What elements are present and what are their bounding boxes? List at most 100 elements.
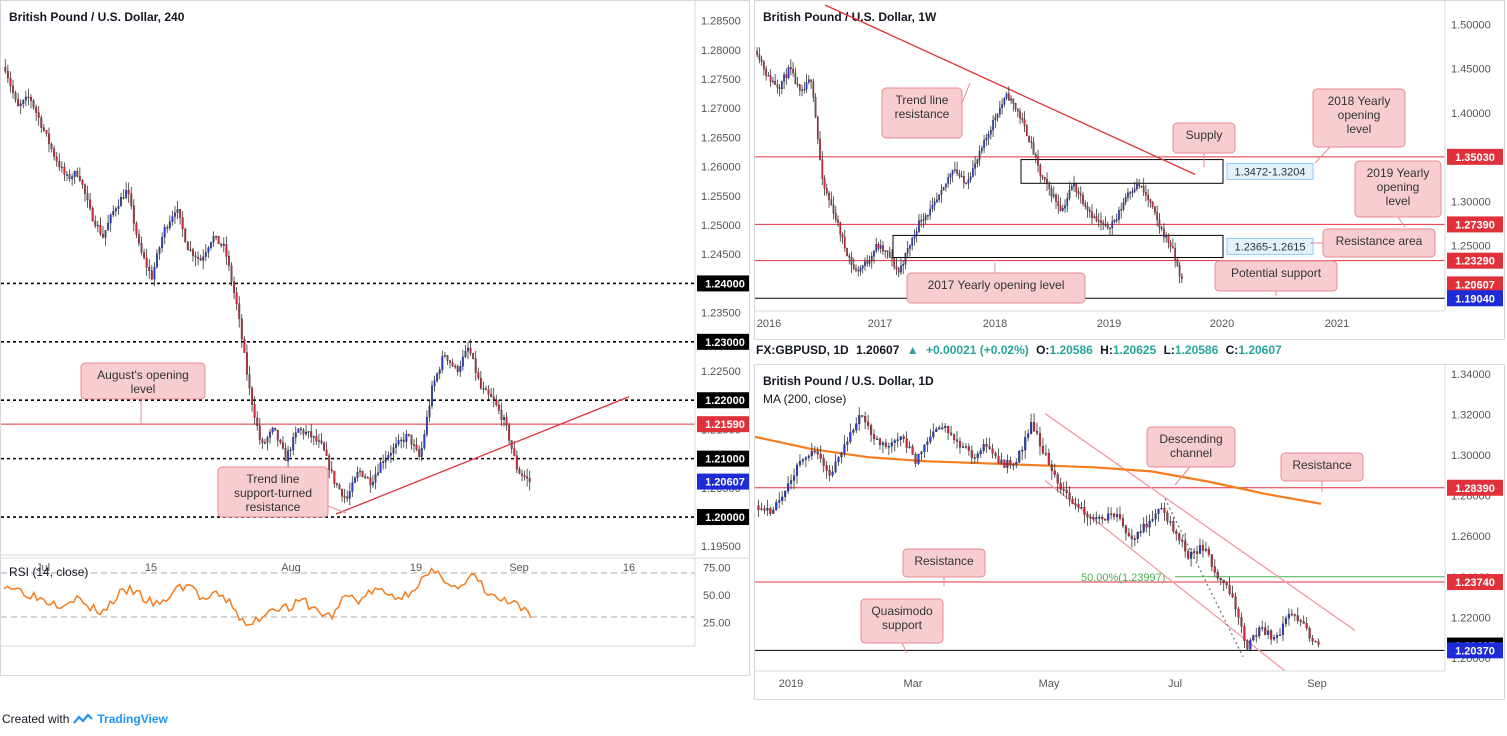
rsi-label: RSI (14, close) (9, 565, 88, 579)
daily-candle (1163, 507, 1166, 513)
h4-candle (323, 442, 326, 451)
daily-candle (952, 434, 956, 440)
h4-candle (225, 243, 228, 257)
daily-candle (1157, 509, 1160, 514)
weekly-candle (1084, 203, 1087, 207)
h4-candle (6, 71, 9, 79)
weekly-candle (895, 266, 898, 269)
h4-candle (171, 216, 174, 222)
daily-candle (813, 450, 816, 453)
h4-candle (181, 217, 184, 230)
daily-candle (781, 496, 784, 501)
weekly-candle (1055, 194, 1057, 202)
daily-candle (961, 446, 965, 448)
y-tick-label: 1.26000 (701, 162, 741, 174)
h4-candle (359, 470, 361, 473)
weekly-candle (1023, 119, 1026, 126)
weekly-chart-panel[interactable]: British Pound / U.S. Dollar, 1W 1.3472-1.… (754, 0, 1505, 340)
h4-candle (117, 205, 120, 209)
callout-descending-channel-pointer (1174, 466, 1191, 486)
daily-candle (1204, 548, 1207, 551)
weekly-candle (1169, 242, 1172, 247)
weekly-candle (843, 237, 846, 249)
callout-2019-open: level (1386, 194, 1411, 208)
weekly-candle (816, 117, 819, 140)
weekly-candle (839, 222, 842, 235)
h4-candle (526, 476, 529, 479)
h4-candle (199, 258, 202, 261)
h4-candle (305, 432, 308, 435)
h4-candle (186, 241, 189, 251)
daily-candle (899, 436, 902, 440)
price-tag-bg (1447, 642, 1503, 659)
weekly-chart[interactable]: British Pound / U.S. Dollar, 1W1.3472-1.… (755, 1, 1505, 340)
h4-candle (438, 369, 441, 374)
h4-chart-panel[interactable]: British Pound / U.S. Dollar, 240 1.28500 1… (0, 0, 750, 676)
h4-candle (120, 197, 122, 207)
price-tag: 1.23000 (705, 337, 745, 349)
daily-chart-panel[interactable]: British Pound / U.S. Dollar, 1D MA (200, … (754, 364, 1505, 700)
weekly-candle (1030, 141, 1033, 143)
callout-2018-open: level (1347, 122, 1372, 136)
h4-candle (382, 461, 385, 463)
weekly-candle (1181, 276, 1183, 279)
h4-candle (81, 180, 84, 185)
h4-candle (174, 212, 176, 217)
daily-candle (1098, 516, 1101, 519)
daily-candle (819, 453, 822, 459)
weekly-candle (789, 67, 792, 70)
weekly-candle (792, 68, 794, 74)
zone-label-bg (1226, 237, 1314, 255)
daily-candle (1169, 521, 1172, 523)
h4-chart[interactable]: British Pound / U.S. Dollar, 240 1.28500 1… (1, 1, 750, 676)
h4-candle (485, 388, 487, 391)
weekly-candle (1174, 247, 1176, 260)
daily-candle (1261, 627, 1264, 629)
daily-candle (772, 509, 775, 514)
h4-candle (461, 356, 464, 367)
daily-candle (1035, 431, 1039, 434)
weekly-candle (947, 177, 949, 184)
daily-chart[interactable]: British Pound / U.S. Dollar, 1D MA (200, … (755, 365, 1505, 700)
tradingview-brand[interactable]: TradingView (97, 712, 168, 726)
price-tag: 1.23290 (1455, 256, 1495, 268)
h4-candle (477, 372, 480, 379)
h4-candle (443, 355, 446, 357)
weekly-candle (965, 182, 967, 185)
weekly-candle (1104, 224, 1107, 226)
h4-candle (138, 234, 140, 244)
daily-candle (950, 432, 953, 435)
callout-quasimodo: support (882, 618, 923, 632)
daily-candle (1267, 630, 1270, 635)
h4-candle (112, 211, 115, 216)
h4-candle (495, 399, 498, 406)
h4-candle (397, 440, 400, 445)
h4-candle (328, 455, 331, 470)
h4-candle (451, 362, 454, 367)
weekly-candle (904, 253, 907, 265)
weekly-candle (798, 84, 801, 91)
weekly-candle (758, 54, 761, 60)
daily-candle (778, 500, 781, 503)
daily-candle (1056, 474, 1059, 484)
daily-candle (787, 483, 790, 492)
daily-candle (1181, 539, 1184, 542)
h4-candle (472, 353, 475, 359)
x-tick-label: 2019 (779, 678, 803, 690)
weekly-candle (906, 248, 909, 254)
daily-candle (775, 502, 778, 511)
daily-candle (926, 441, 929, 445)
h4-candle (114, 208, 117, 212)
h4-candle (433, 380, 436, 387)
h4-candle (91, 208, 94, 222)
weekly-candle (1154, 206, 1156, 213)
callout-trendline: Trend line (247, 472, 300, 486)
weekly-candle (864, 261, 866, 266)
h4-candle (479, 377, 482, 389)
weekly-candle (1001, 104, 1003, 109)
weekly-candle (1066, 197, 1069, 206)
daily-candle (985, 444, 988, 447)
callout-2019-open-box (1354, 160, 1442, 218)
h4-candle (238, 303, 241, 319)
weekly-candle (1109, 227, 1111, 229)
